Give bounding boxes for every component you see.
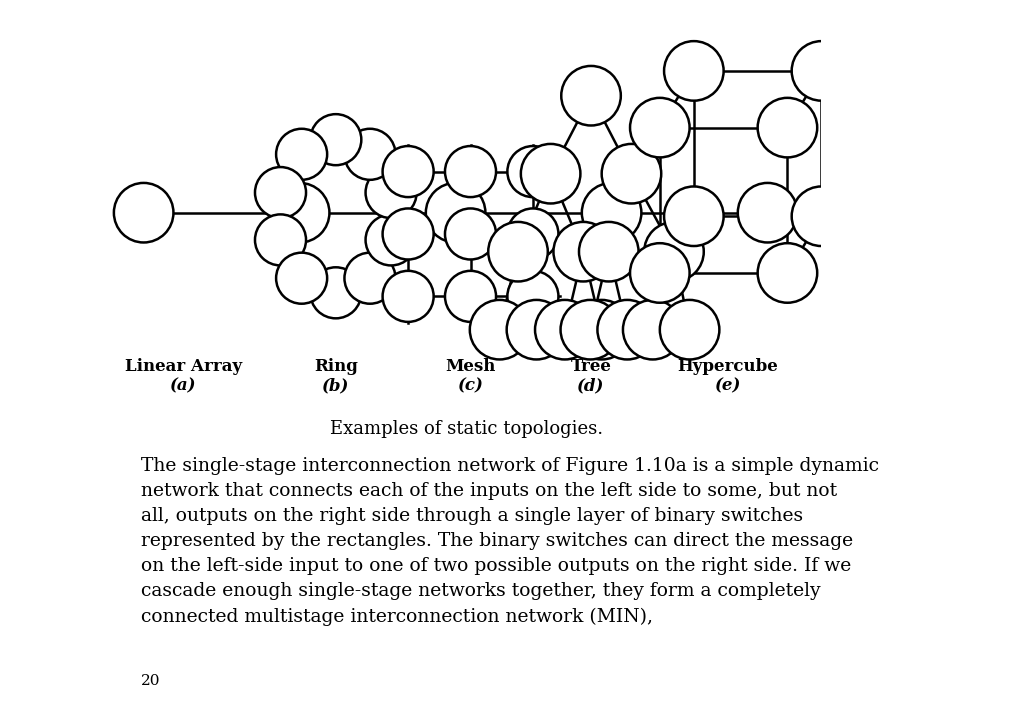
Circle shape	[758, 98, 817, 157]
Circle shape	[310, 267, 361, 318]
Text: (b): (b)	[323, 377, 349, 394]
Circle shape	[470, 300, 529, 359]
Circle shape	[792, 186, 851, 246]
Circle shape	[366, 167, 417, 218]
Circle shape	[521, 144, 581, 203]
Circle shape	[630, 243, 689, 303]
Circle shape	[630, 98, 689, 157]
Text: Ring: Ring	[314, 358, 357, 375]
Circle shape	[383, 208, 433, 259]
Circle shape	[560, 300, 621, 359]
Text: (d): (d)	[578, 377, 605, 394]
Circle shape	[623, 300, 683, 359]
Circle shape	[561, 66, 621, 125]
Circle shape	[344, 252, 395, 303]
Circle shape	[553, 222, 613, 281]
Circle shape	[644, 222, 703, 281]
Text: Mesh: Mesh	[445, 358, 496, 375]
Text: (e): (e)	[715, 377, 741, 394]
Text: Hypercube: Hypercube	[678, 358, 778, 375]
Text: Linear Array: Linear Array	[125, 358, 242, 375]
Text: (a): (a)	[170, 377, 197, 394]
Circle shape	[758, 243, 817, 303]
Circle shape	[665, 186, 724, 246]
Circle shape	[488, 222, 548, 281]
Text: Tree: Tree	[570, 358, 611, 375]
Circle shape	[665, 41, 724, 101]
Circle shape	[597, 300, 657, 359]
Circle shape	[383, 271, 433, 322]
Circle shape	[255, 214, 306, 265]
Text: Examples of static topologies.: Examples of static topologies.	[331, 420, 603, 437]
Text: The single-stage interconnection network of Figure 1.10a is a simple dynamic
net: The single-stage interconnection network…	[141, 457, 879, 625]
Circle shape	[276, 252, 327, 303]
Circle shape	[507, 271, 558, 322]
Circle shape	[582, 183, 641, 242]
Circle shape	[426, 183, 485, 242]
Circle shape	[579, 222, 639, 281]
Circle shape	[114, 183, 173, 242]
Text: (c): (c)	[458, 377, 483, 394]
Circle shape	[507, 300, 566, 359]
Circle shape	[344, 129, 395, 180]
Circle shape	[571, 300, 632, 359]
Circle shape	[738, 183, 798, 242]
Circle shape	[366, 214, 417, 265]
Circle shape	[276, 129, 327, 180]
Circle shape	[255, 167, 306, 218]
Text: 20: 20	[141, 674, 161, 688]
Circle shape	[659, 300, 720, 359]
Circle shape	[383, 146, 433, 197]
Circle shape	[270, 183, 330, 242]
Circle shape	[445, 271, 496, 322]
Circle shape	[310, 114, 361, 165]
Circle shape	[445, 208, 496, 259]
Circle shape	[507, 146, 558, 197]
Circle shape	[445, 146, 496, 197]
Circle shape	[602, 144, 662, 203]
Circle shape	[792, 41, 851, 101]
Circle shape	[507, 208, 558, 259]
Circle shape	[535, 300, 595, 359]
